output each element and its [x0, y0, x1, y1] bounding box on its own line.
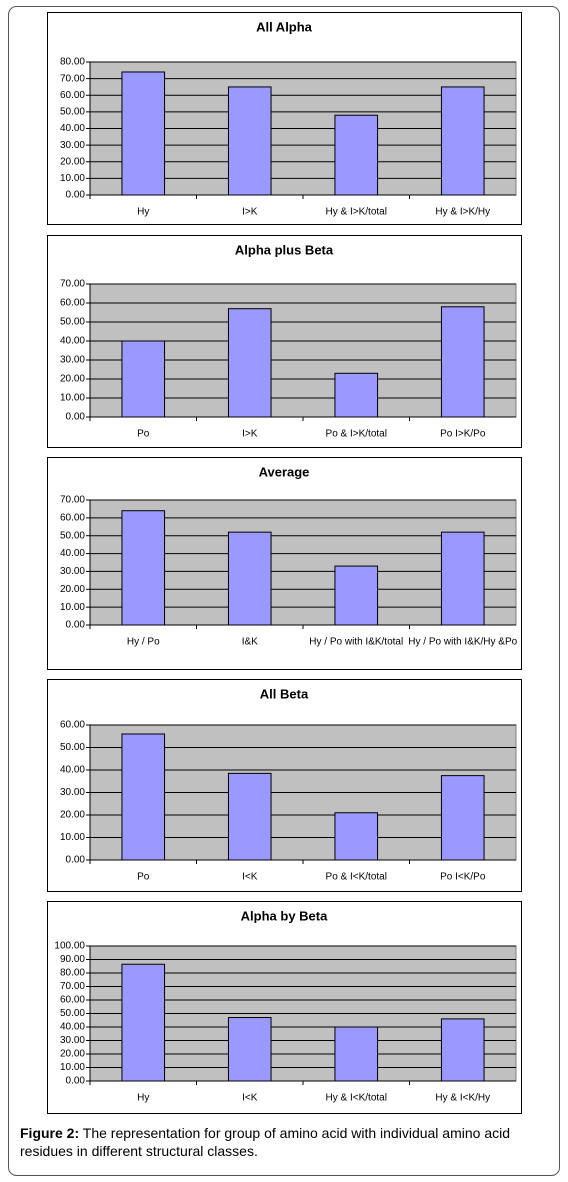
caption-text: The representation for group of amino ac… — [20, 1125, 511, 1159]
y-tick-label: 70.00 — [60, 981, 85, 992]
caption-label: Figure 2: — [20, 1125, 80, 1141]
y-tick-label: 0.00 — [66, 620, 86, 631]
bar — [334, 114, 379, 196]
y-tick-label: 30.00 — [60, 355, 85, 366]
y-tick-label: 40.00 — [60, 548, 85, 559]
x-tick-label: Po — [137, 429, 150, 440]
y-tick-label: 40.00 — [60, 123, 85, 134]
x-tick-label: Po & I<K/total — [326, 872, 387, 883]
x-tick-label: Po I>K/Po — [440, 429, 486, 440]
x-tick-label: Hy & I<K/total — [326, 1093, 387, 1104]
bar — [440, 1018, 485, 1082]
bar — [121, 340, 166, 418]
x-tick-label: I&K — [242, 637, 258, 648]
y-tick-label: 60.00 — [60, 298, 85, 309]
x-tick-label: Hy / Po with I&K/total — [309, 637, 403, 648]
y-tick-label: 30.00 — [60, 1035, 85, 1046]
bar — [227, 86, 272, 196]
y-tick-label: 10.00 — [60, 173, 85, 184]
y-tick-label: 10.00 — [60, 1062, 85, 1073]
x-tick-label: Hy / Po with I&K/Hy &Po — [408, 637, 517, 648]
bar — [334, 565, 379, 626]
x-tick-label: I>K — [242, 429, 258, 440]
y-tick-label: 0.00 — [66, 1076, 86, 1087]
bar — [121, 733, 166, 861]
y-tick-label: 0.00 — [66, 412, 86, 423]
bar — [440, 531, 485, 626]
y-tick-label: 60.00 — [60, 720, 85, 731]
y-tick-label: 50.00 — [60, 317, 85, 328]
x-tick-label: Po I<K/Po — [440, 872, 486, 883]
y-tick-label: 30.00 — [60, 140, 85, 151]
x-tick-label: Hy & I>K/total — [326, 207, 387, 218]
y-tick-label: 40.00 — [60, 336, 85, 347]
bar — [227, 772, 272, 861]
bar — [121, 71, 166, 196]
y-tick-label: 10.00 — [60, 832, 85, 843]
bar — [440, 306, 485, 418]
y-tick-label: 50.00 — [60, 742, 85, 753]
bar — [227, 308, 272, 418]
y-tick-label: 70.00 — [60, 279, 85, 290]
y-tick-label: 50.00 — [60, 530, 85, 541]
bar — [227, 1017, 272, 1082]
y-tick-label: 20.00 — [60, 1049, 85, 1060]
y-tick-label: 10.00 — [60, 602, 85, 613]
bar — [334, 812, 379, 861]
y-tick-label: 50.00 — [60, 107, 85, 118]
y-tick-label: 50.00 — [60, 1008, 85, 1019]
chart-title: Alpha by Beta — [241, 908, 328, 923]
y-tick-label: 60.00 — [60, 90, 85, 101]
x-tick-label: Hy & I>K/Hy — [435, 207, 490, 218]
bar — [227, 531, 272, 626]
x-tick-label: I<K — [242, 1093, 258, 1104]
x-tick-label: Hy / Po — [127, 637, 160, 648]
bar — [121, 963, 166, 1082]
x-tick-label: Hy & I<K/Hy — [435, 1093, 490, 1104]
y-tick-label: 0.00 — [66, 190, 86, 201]
bar — [334, 1026, 379, 1082]
y-tick-label: 20.00 — [60, 156, 85, 167]
y-tick-label: 20.00 — [60, 810, 85, 821]
y-tick-label: 80.00 — [60, 968, 85, 979]
x-tick-label: Hy — [137, 207, 149, 218]
chart-title: All Beta — [260, 686, 309, 701]
y-tick-label: 70.00 — [60, 73, 85, 84]
bar — [440, 86, 485, 196]
y-tick-label: 10.00 — [60, 393, 85, 404]
chart-title: Average — [259, 464, 310, 479]
y-tick-label: 70.00 — [60, 495, 85, 506]
y-tick-label: 20.00 — [60, 374, 85, 385]
x-tick-label: I>K — [242, 207, 258, 218]
x-tick-label: I<K — [242, 872, 258, 883]
y-tick-label: 40.00 — [60, 1022, 85, 1033]
x-tick-label: Hy — [137, 1093, 149, 1104]
x-tick-label: Po & I>K/total — [326, 429, 387, 440]
caption: Figure 2: The representation for group o… — [20, 1124, 550, 1160]
chart-title: All Alpha — [256, 19, 313, 34]
y-tick-label: 80.00 — [60, 57, 85, 68]
y-tick-label: 90.00 — [60, 954, 85, 965]
figure-frame — [8, 6, 560, 1176]
y-tick-label: 60.00 — [60, 995, 85, 1006]
y-tick-label: 0.00 — [66, 855, 86, 866]
bar — [334, 372, 379, 418]
y-tick-label: 20.00 — [60, 584, 85, 595]
x-tick-label: Po — [137, 872, 150, 883]
y-tick-label: 30.00 — [60, 566, 85, 577]
y-tick-label: 100.00 — [54, 941, 85, 952]
chart-title: Alpha plus Beta — [235, 242, 334, 257]
y-tick-label: 60.00 — [60, 512, 85, 523]
bar — [440, 775, 485, 861]
y-tick-label: 40.00 — [60, 765, 85, 776]
bar — [121, 510, 166, 626]
y-tick-label: 30.00 — [60, 787, 85, 798]
